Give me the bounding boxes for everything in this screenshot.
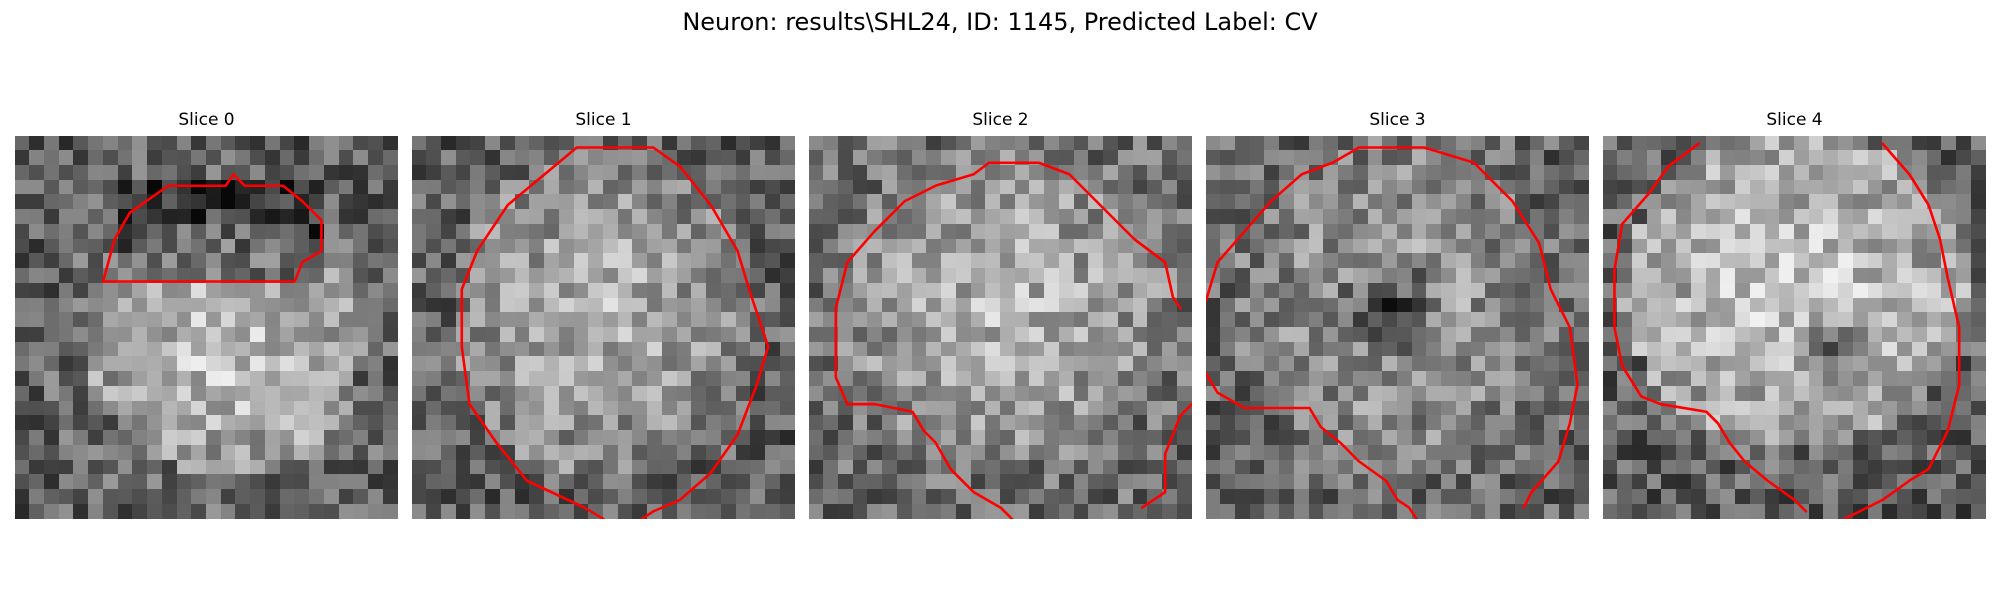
figure-title: Neuron: results\SHL24, ID: 1145, Predict…: [0, 8, 2000, 36]
slice-title: Slice 4: [1603, 110, 1986, 130]
slice-image: [412, 136, 795, 519]
slice-title: Slice 3: [1206, 110, 1589, 130]
slice-panel-2: Slice 2: [809, 110, 1192, 519]
slice-panel-0: Slice 0: [15, 110, 398, 519]
slice-image: [1206, 136, 1589, 519]
slice-image: [15, 136, 398, 519]
slice-image: [1603, 136, 1986, 519]
slice-title: Slice 0: [15, 110, 398, 130]
slice-title: Slice 2: [809, 110, 1192, 130]
slice-title: Slice 1: [412, 110, 795, 130]
slice-panel-1: Slice 1: [412, 110, 795, 519]
slice-image: [809, 136, 1192, 519]
slice-panel-4: Slice 4: [1603, 110, 1986, 519]
slice-panel-3: Slice 3: [1206, 110, 1589, 519]
